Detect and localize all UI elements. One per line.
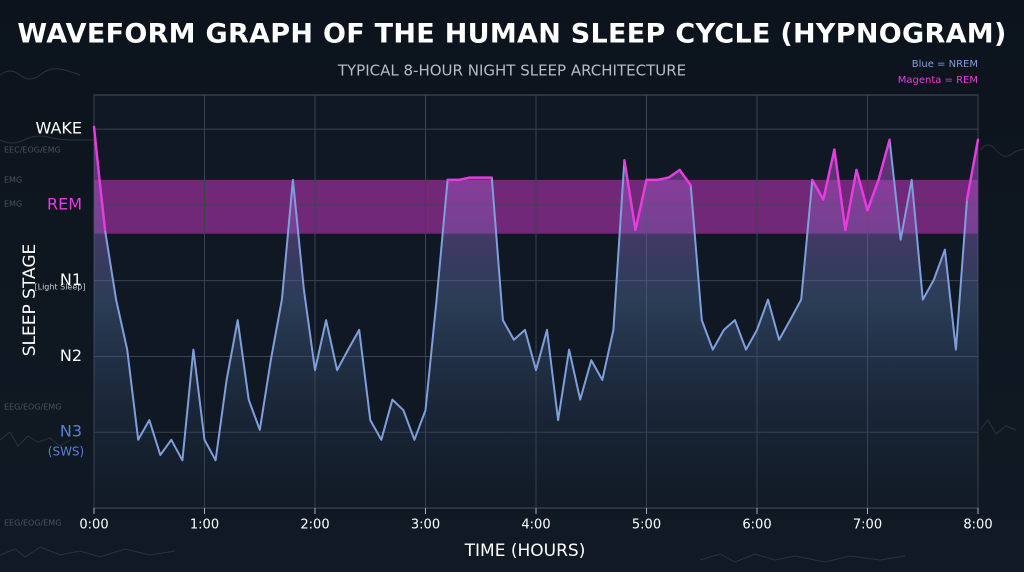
rem-segment: [98, 178, 107, 232]
x-tick-label: 8:00: [963, 518, 992, 533]
x-tick-label: 4:00: [521, 518, 550, 533]
x-tick-label: 6:00: [742, 518, 771, 533]
stage-note: [Light Sleep]: [35, 283, 86, 292]
rem-segment: [822, 148, 836, 201]
rem-segment: [656, 176, 670, 182]
chart-subtitle: TYPICAL 8-HOUR NIGHT SLEEP ARCHITECTURE: [337, 62, 686, 80]
rem-segment: [92, 125, 101, 182]
rem-segment: [634, 178, 648, 232]
y-tick-label: WAKE: [36, 119, 83, 138]
rem-segment: [844, 168, 858, 232]
rem-segment: [866, 178, 880, 212]
x-tick-label: 3:00: [411, 518, 440, 533]
y-tick-label: N2: [60, 346, 82, 365]
legend-note: Magenta = REM: [898, 75, 978, 86]
rem-segment: [811, 178, 825, 201]
stage-note: (SWS): [48, 445, 84, 459]
background-label: EMG: [4, 176, 22, 185]
x-tick-label: 7:00: [853, 518, 882, 533]
rem-segment: [678, 168, 692, 187]
y-tick-label: REM: [47, 194, 82, 213]
background-label: EEG/EOG/EMG: [4, 403, 61, 412]
x-tick-label: 1:00: [190, 518, 219, 533]
rem-segment: [667, 168, 681, 179]
x-tick-label: 0:00: [79, 518, 108, 533]
background-label: EMG: [4, 200, 22, 209]
rem-segment: [623, 158, 637, 232]
rem-segment: [877, 138, 891, 182]
rem-segment: [833, 148, 847, 232]
x-axis-title: TIME (HOURS): [464, 541, 586, 561]
x-tick-label: 2:00: [300, 518, 329, 533]
y-tick-label: N1: [60, 270, 82, 289]
y-tick-label: N3: [60, 422, 82, 441]
rem-segment: [457, 176, 471, 182]
rem-segment: [855, 168, 869, 212]
background-label: EEC/EOG/EMG: [4, 146, 61, 155]
area: [94, 126, 978, 509]
legend-note: Blue = NREM: [912, 59, 978, 70]
rem-segment: [965, 138, 980, 201]
x-tick-label: 5:00: [632, 518, 661, 533]
chart-title: WAVEFORM GRAPH OF THE HUMAN SLEEP CYCLE …: [17, 19, 1006, 50]
y-axis-title: SLEEP STAGE: [20, 244, 40, 357]
background-label: EEG/EOG/EMG: [4, 519, 61, 528]
